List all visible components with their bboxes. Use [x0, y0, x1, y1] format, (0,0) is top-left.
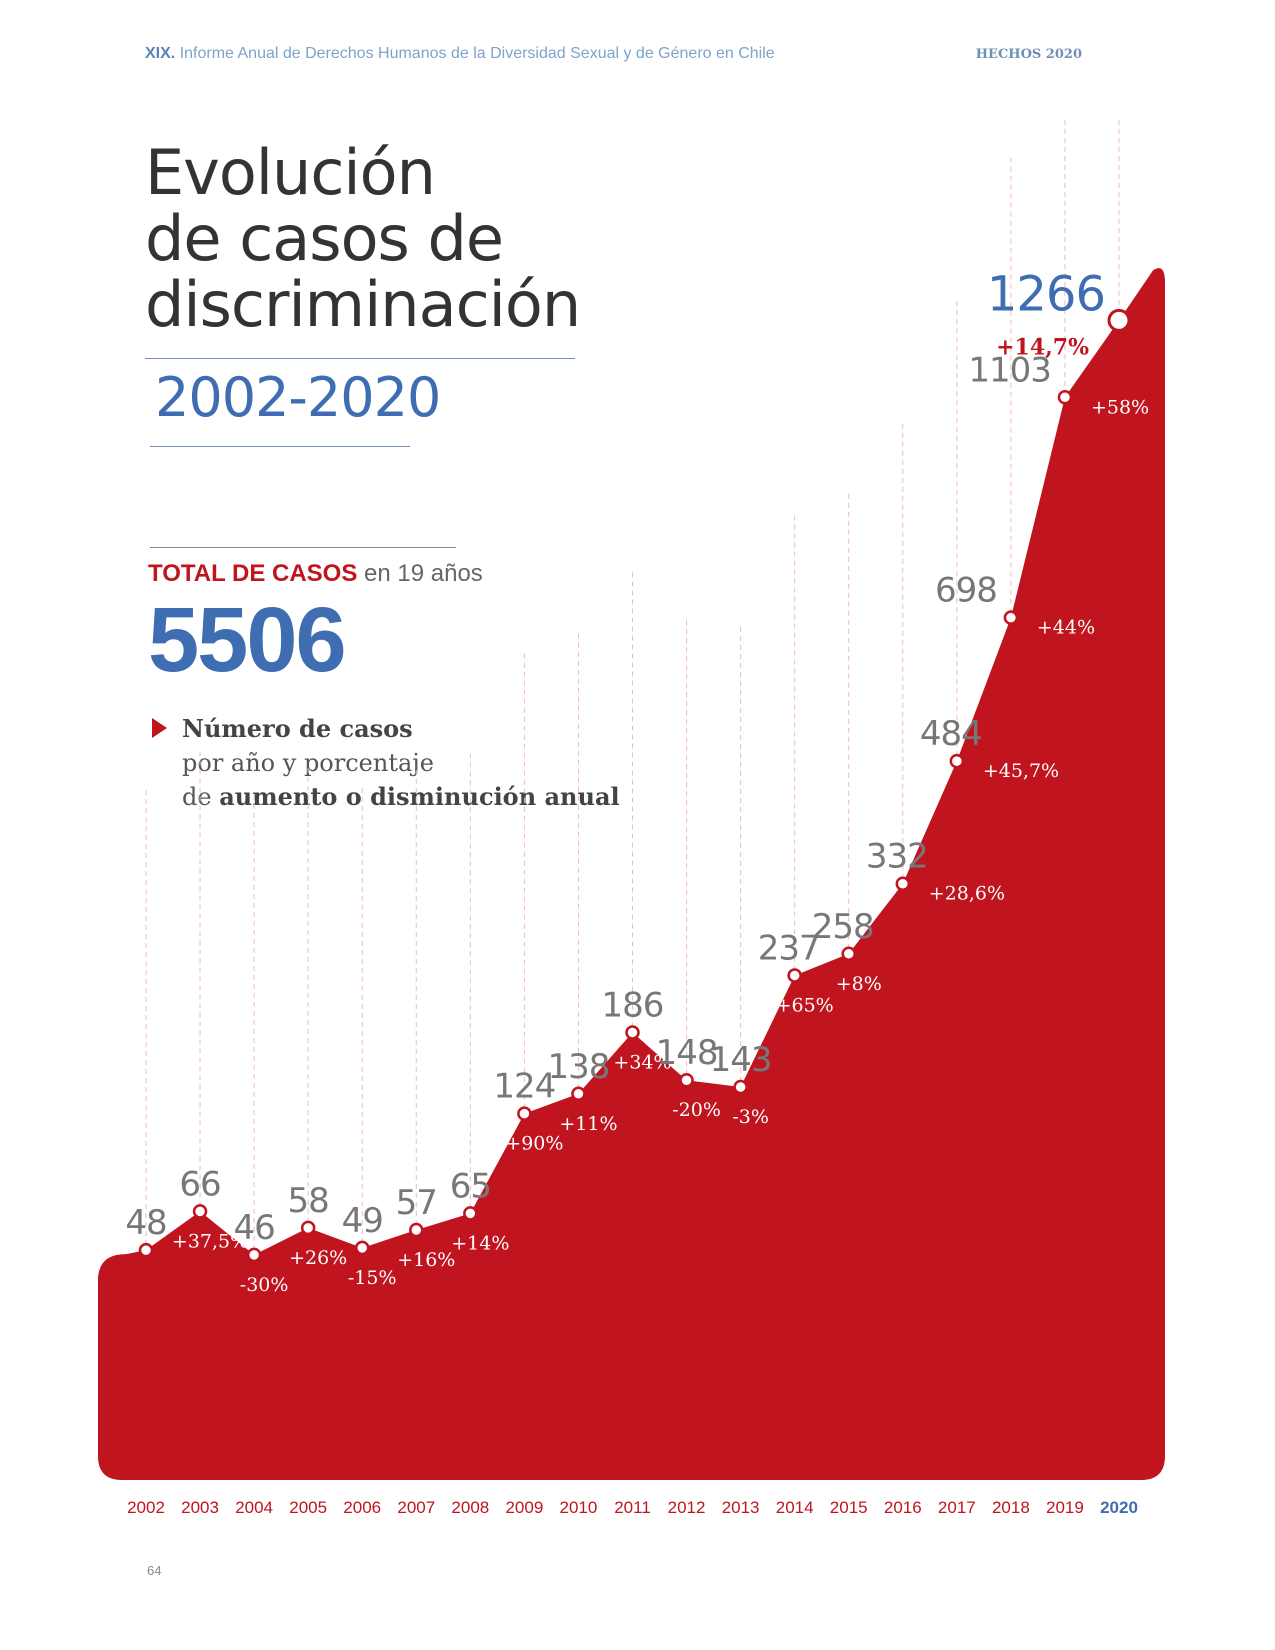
- value-label-2011: 186: [602, 985, 664, 1025]
- change-label-2018: +44%: [1037, 617, 1095, 639]
- year-tick-2012: 2012: [668, 1498, 706, 1517]
- value-label-2016: 332: [866, 837, 928, 877]
- title-divider: [145, 358, 575, 359]
- total-label-strong: TOTAL DE CASOS: [148, 560, 358, 587]
- year-tick-2013: 2013: [722, 1498, 760, 1517]
- year-tick-2020: 2020: [1100, 1498, 1138, 1517]
- value-label-2019: 1103: [968, 350, 1051, 390]
- total-label-rest: en 19 años: [357, 560, 483, 587]
- total-divider: [150, 547, 456, 548]
- data-point-2014: [787, 968, 802, 983]
- value-label-2005: 58: [288, 1181, 329, 1221]
- change-label-2017: +45,7%: [983, 760, 1059, 782]
- period-divider: [150, 446, 410, 447]
- year-tick-2003: 2003: [181, 1498, 219, 1517]
- change-label-2003: +37,5%: [172, 1230, 248, 1252]
- data-point-2016: [895, 876, 911, 891]
- change-label-2012: -20%: [672, 1099, 721, 1121]
- page-number: 64: [147, 1563, 162, 1578]
- data-point-2010: [571, 1086, 586, 1102]
- data-point-2011: [625, 1025, 640, 1040]
- year-tick-2005: 2005: [289, 1498, 327, 1517]
- legend-line-3-prefix: de: [182, 783, 220, 811]
- report-header: XIX. Informe Anual de Derechos Humanos d…: [145, 45, 775, 63]
- change-label-2004: -30%: [240, 1274, 289, 1296]
- total-value: 5506: [148, 589, 347, 691]
- change-label-2007: +16%: [397, 1249, 455, 1271]
- value-label-2004: 46: [233, 1208, 274, 1248]
- value-label-2007: 57: [396, 1183, 437, 1223]
- report-number: XIX.: [145, 45, 176, 62]
- data-point-2005: [300, 1220, 316, 1236]
- triangle-marker-icon: [152, 718, 167, 738]
- data-point-2002: [138, 1242, 154, 1258]
- report-title: Informe Anual de Derechos Humanos de la …: [179, 45, 775, 62]
- year-tick-2014: 2014: [776, 1498, 814, 1517]
- value-label-2014: 237: [758, 928, 820, 968]
- data-point-2007: [409, 1222, 424, 1238]
- value-label-2017: 484: [920, 714, 982, 754]
- change-label-2009: +90%: [505, 1133, 563, 1155]
- year-tick-2008: 2008: [451, 1498, 489, 1517]
- section-label: HECHOS 2020: [975, 47, 1082, 62]
- data-point-2006: [354, 1240, 370, 1256]
- title-line-2: de casos de: [145, 202, 504, 275]
- year-tick-2006: 2006: [343, 1498, 381, 1517]
- change-label-2010: +11%: [559, 1113, 617, 1135]
- year-tick-2004: 2004: [235, 1498, 273, 1517]
- change-label-2016: +28,6%: [929, 883, 1005, 905]
- change-label-2014: +65%: [776, 994, 834, 1016]
- value-label-2003: 66: [179, 1164, 220, 1204]
- value-label-2010: 138: [547, 1047, 609, 1087]
- change-label-2006: -15%: [348, 1267, 397, 1289]
- legend-line-1: Número de casos: [182, 714, 413, 743]
- data-point-2013: [733, 1079, 748, 1095]
- year-tick-2007: 2007: [397, 1498, 435, 1517]
- value-label-2006: 49: [342, 1201, 383, 1241]
- value-label-2015: 258: [812, 907, 874, 947]
- year-tick-2018: 2018: [992, 1498, 1030, 1517]
- legend-line-3-strong: aumento o disminución anual: [219, 782, 620, 811]
- year-tick-2015: 2015: [830, 1498, 868, 1517]
- value-label-2009: 124: [493, 1067, 555, 1107]
- data-point-2012: [679, 1072, 694, 1088]
- title-line-3: discriminación: [145, 268, 581, 341]
- data-point-2019: [1057, 390, 1073, 405]
- year-tick-2019: 2019: [1046, 1498, 1084, 1517]
- year-tick-2002: 2002: [127, 1498, 165, 1517]
- value-label-2008: 65: [450, 1166, 491, 1206]
- data-point-2003: [192, 1204, 208, 1219]
- value-label-2018: 698: [935, 571, 997, 611]
- period-label: 2002-2020: [155, 366, 441, 429]
- value-label-2020: 1266: [987, 266, 1105, 322]
- value-label-2012: 148: [656, 1033, 718, 1073]
- title-line-1: Evolución: [145, 136, 436, 209]
- data-point-2020: [1107, 308, 1131, 332]
- data-point-2015: [841, 946, 856, 962]
- data-point-2018: [1003, 610, 1019, 625]
- area-fill: [98, 268, 1165, 1481]
- change-label-2015: +8%: [836, 973, 882, 995]
- year-tick-2011: 2011: [614, 1498, 651, 1517]
- change-label-2011: +34%: [613, 1051, 671, 1073]
- data-point-2004: [246, 1247, 262, 1263]
- change-label-2013: -3%: [732, 1106, 769, 1128]
- total-label: TOTAL DE CASOS en 19 años: [148, 560, 483, 588]
- change-label-2005: +26%: [289, 1247, 347, 1269]
- change-label-2020: +14,7%: [996, 334, 1089, 360]
- change-label-2019: +58%: [1091, 396, 1149, 418]
- data-point-2009: [517, 1106, 532, 1121]
- year-tick-2010: 2010: [560, 1498, 598, 1517]
- value-label-2002: 48: [125, 1203, 166, 1243]
- data-point-2017: [949, 753, 965, 769]
- value-label-2013: 143: [710, 1040, 772, 1080]
- change-label-2008: +14%: [451, 1232, 509, 1254]
- page-title: Evolución de casos de discriminación: [145, 136, 581, 341]
- year-tick-2009: 2009: [505, 1498, 543, 1517]
- year-tick-2017: 2017: [938, 1498, 976, 1517]
- year-tick-2016: 2016: [884, 1498, 922, 1517]
- data-point-2008: [463, 1206, 478, 1221]
